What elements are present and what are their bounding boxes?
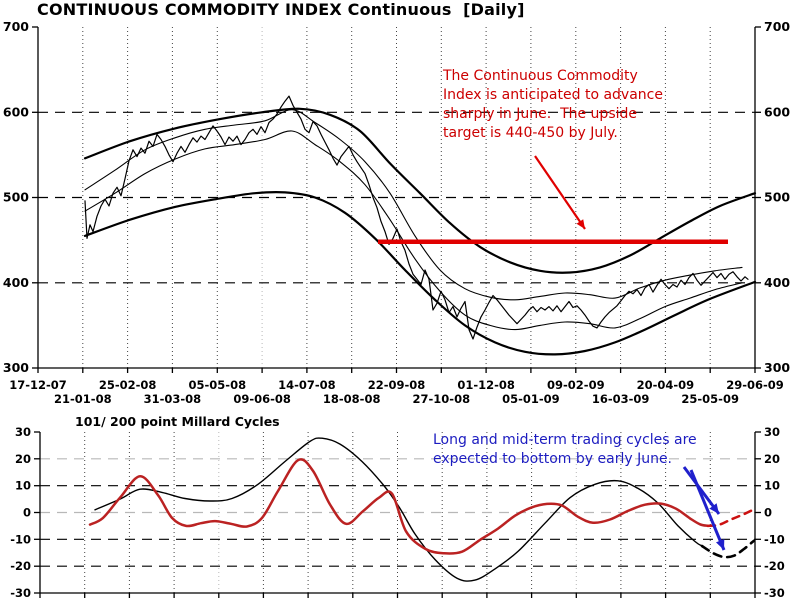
y-axis-label: -20 (10, 559, 31, 573)
y-axis-label: 700 (764, 19, 790, 34)
main-annotation-line: sharply in June. The upside (443, 106, 637, 122)
y-axis-label: 30 (764, 425, 780, 439)
cycles-annotation-line: Long and mid-term trading cycles are (433, 432, 697, 448)
long-cycle-projection-line (700, 539, 756, 559)
date-label: 18-08-08 (323, 392, 381, 406)
date-label: 31-03-08 (144, 392, 202, 406)
date-label: 22-09-08 (368, 378, 426, 392)
y-axis-label: 10 (764, 479, 780, 493)
red-arrow (534, 155, 586, 230)
date-label: 20-04-09 (637, 378, 695, 392)
date-label: 05-05-08 (189, 378, 247, 392)
main-annotation-line: Index is anticipated to advance (443, 87, 663, 103)
date-label: 05-01-09 (502, 392, 560, 406)
y-axis-label: -10 (10, 532, 31, 546)
date-label: 29-06-09 (726, 378, 784, 392)
red-arrow-head (576, 219, 585, 229)
date-label: 01-12-08 (457, 378, 515, 392)
y-axis-label: 600 (764, 104, 790, 119)
page-title: CONTINUOUS COMMODITY INDEX Continuous [D… (37, 0, 525, 19)
y-axis-label: 10 (15, 479, 31, 493)
date-label: 27-10-08 (413, 392, 471, 406)
y-axis-label: -30 (764, 586, 785, 600)
date-label: 17-12-07 (9, 378, 67, 392)
y-axis-label: 0 (23, 506, 31, 520)
y-axis-label: -20 (764, 559, 785, 573)
cycles-annotation: Long and mid-term trading cycles are exp… (433, 431, 697, 469)
y-axis-label: 500 (3, 190, 29, 205)
main-annotation: The Continuous Commodity Index is antici… (443, 67, 663, 143)
y-axis-label: 300 (3, 360, 29, 375)
blue-arrow-2 (689, 469, 726, 551)
date-label: 25-05-09 (681, 392, 739, 406)
y-axis-label: 400 (3, 275, 29, 290)
main-annotation-line: target is 440-450 by July. (443, 125, 618, 141)
inner-upper-band-line (84, 109, 743, 301)
y-axis-label: 20 (15, 452, 31, 466)
y-axis-label: 600 (3, 104, 29, 119)
main-annotation-line: The Continuous Commodity (443, 68, 638, 84)
mid-cycle-line (88, 458, 710, 555)
y-axis-label: 300 (764, 360, 790, 375)
outer-lower-band-line (83, 190, 757, 356)
blue-arrow-1-head (709, 503, 719, 514)
mid-cycle-projection-line (706, 508, 755, 528)
cycles-panel-title: 101/ 200 point Millard Cycles (75, 414, 280, 429)
date-label: 25-02-08 (99, 378, 157, 392)
cycles-annotation-line: expected to bottom by early June. (433, 451, 673, 467)
date-label: 09-02-09 (547, 378, 605, 392)
y-axis-label: 20 (764, 452, 780, 466)
y-axis-label: 400 (764, 275, 790, 290)
y-axis-label: 500 (764, 190, 790, 205)
long-cycle-line (94, 437, 703, 582)
y-axis-label: -30 (10, 586, 31, 600)
y-axis-label: 700 (3, 19, 29, 34)
blue-arrow-2-head (716, 539, 725, 550)
y-axis-label: 0 (764, 506, 772, 520)
y-axis-label: 30 (15, 425, 31, 439)
date-label: 14-07-08 (278, 378, 336, 392)
price-line (84, 95, 749, 340)
date-label: 16-03-09 (592, 392, 650, 406)
y-axis-label: -10 (764, 532, 785, 546)
date-label: 21-01-08 (54, 392, 112, 406)
inner-lower-band-line (84, 130, 743, 331)
date-label: 09-06-08 (233, 392, 291, 406)
